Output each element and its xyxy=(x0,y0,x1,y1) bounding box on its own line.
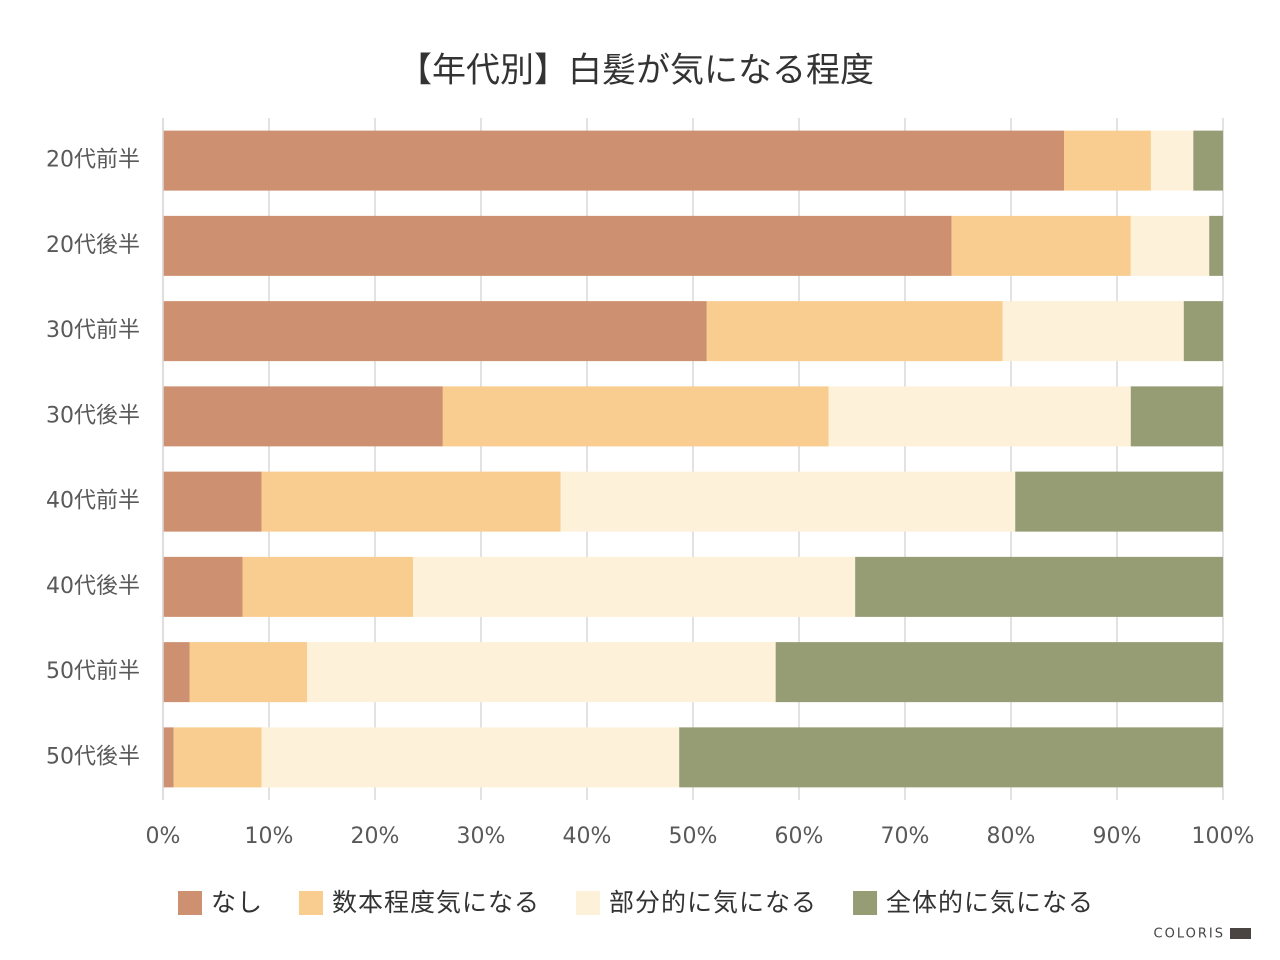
bar-segment xyxy=(261,727,680,788)
legend-label: 全体的に気になる xyxy=(886,888,1094,917)
x-tick-label: 40% xyxy=(563,824,612,849)
bar-segment xyxy=(706,301,1003,362)
y-tick-label: 50代前半 xyxy=(46,659,140,684)
bar-segment xyxy=(855,556,1223,617)
x-tick-label: 30% xyxy=(457,824,506,849)
x-tick-label: 60% xyxy=(775,824,824,849)
bar-segment xyxy=(951,215,1131,276)
bar-segment xyxy=(163,130,1064,191)
x-tick-label: 0% xyxy=(146,824,181,849)
bar-segment xyxy=(1130,215,1210,276)
y-tick-label: 30代前半 xyxy=(46,318,140,343)
bar-segment xyxy=(242,556,414,617)
bar-segment xyxy=(261,471,561,532)
x-tick-label: 70% xyxy=(881,824,930,849)
y-tick-label: 40代後半 xyxy=(46,574,140,599)
bar-segment xyxy=(189,642,308,703)
x-tick-label: 100% xyxy=(1192,824,1255,849)
watermark-mark xyxy=(1230,928,1251,939)
bar-segment xyxy=(560,471,1016,532)
x-tick-label: 90% xyxy=(1093,824,1142,849)
legend-label: 部分的に気になる xyxy=(609,888,817,917)
x-tick-label: 10% xyxy=(245,824,294,849)
legend-swatch xyxy=(178,891,202,915)
bar-segment xyxy=(1193,130,1223,191)
chart-title: 【年代別】白髪が気になる程度 xyxy=(398,51,874,91)
y-tick-label: 30代後半 xyxy=(46,403,140,428)
x-tick-label: 50% xyxy=(669,824,718,849)
bar-segment xyxy=(163,556,243,617)
bar-segment xyxy=(163,386,443,447)
bar-segment xyxy=(163,471,262,532)
bar-segment xyxy=(1064,130,1151,191)
y-tick-label: 20代前半 xyxy=(46,148,140,173)
bar-segment xyxy=(1002,301,1184,362)
bar-segment xyxy=(828,386,1131,447)
y-tick-label: 40代前半 xyxy=(46,489,140,514)
bar-segment xyxy=(307,642,776,703)
bar-segment xyxy=(1130,386,1223,447)
bar-segment xyxy=(163,215,952,276)
legend-label: 数本程度気になる xyxy=(332,888,540,917)
bar-segment xyxy=(163,301,707,362)
bar-segment xyxy=(1183,301,1223,362)
bar-segment xyxy=(173,727,262,788)
bar-segment xyxy=(775,642,1223,703)
bar-segment xyxy=(163,642,190,703)
bar-segment xyxy=(413,556,856,617)
bar-segment xyxy=(1015,471,1223,532)
legend-swatch xyxy=(853,891,878,915)
bar-segment xyxy=(163,727,174,788)
bar-segment xyxy=(1209,215,1223,276)
y-tick-label: 20代後半 xyxy=(46,233,140,258)
x-tick-label: 20% xyxy=(351,824,400,849)
x-tick-label: 80% xyxy=(987,824,1036,849)
legend-swatch xyxy=(576,891,601,915)
watermark: COLORIS xyxy=(1154,927,1225,942)
bar-segment xyxy=(679,727,1223,788)
legend-swatch xyxy=(299,891,324,915)
bar-segment xyxy=(1150,130,1194,191)
y-tick-label: 50代後半 xyxy=(46,744,140,769)
legend-label: なし xyxy=(211,888,263,917)
bar-segment xyxy=(442,386,829,447)
